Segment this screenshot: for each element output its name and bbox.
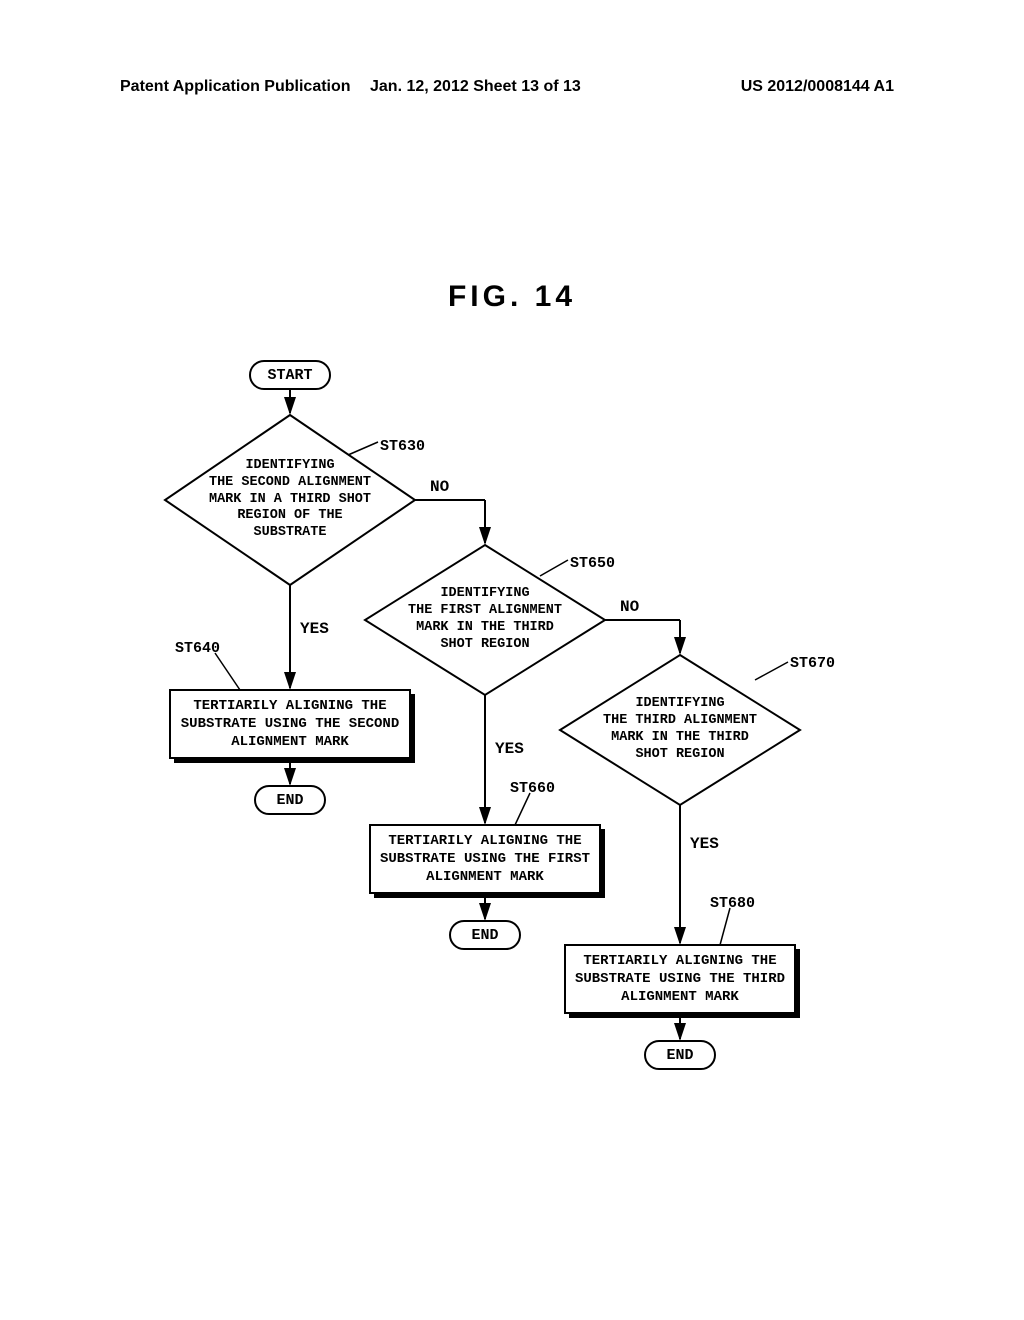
process-st640-text: TERTIARILY ALIGNING THESUBSTRATE USING T… bbox=[181, 697, 399, 752]
label-st660: ST660 bbox=[510, 780, 555, 797]
end-terminal-1: END bbox=[255, 786, 325, 814]
decision-st630-text: IDENTIFYINGTHE SECOND ALIGNMENTMARK IN A… bbox=[209, 458, 371, 542]
label-st680: ST680 bbox=[710, 895, 755, 912]
label-st650: ST650 bbox=[570, 555, 615, 572]
end-terminal-3: END bbox=[645, 1041, 715, 1069]
process-st640: TERTIARILY ALIGNING THESUBSTRATE USING T… bbox=[170, 690, 410, 758]
decision-st670: IDENTIFYINGTHE THIRD ALIGNMENTMARK IN TH… bbox=[560, 655, 800, 805]
end1-text: END bbox=[276, 792, 303, 809]
edge-d2-no: NO bbox=[620, 598, 639, 616]
decision-st670-text: IDENTIFYINGTHE THIRD ALIGNMENTMARK IN TH… bbox=[603, 696, 757, 764]
page: Patent Application Publication Jan. 12, … bbox=[0, 0, 1024, 1320]
process-st680: TERTIARILY ALIGNING THESUBSTRATE USING T… bbox=[565, 945, 795, 1013]
start-text: START bbox=[267, 367, 312, 384]
process-st660: TERTIARILY ALIGNING THESUBSTRATE USING T… bbox=[370, 825, 600, 893]
edge-d1-no: NO bbox=[430, 478, 449, 496]
end-terminal-2: END bbox=[450, 921, 520, 949]
edge-d2-yes: YES bbox=[495, 740, 524, 758]
label-st640: ST640 bbox=[175, 640, 220, 657]
process-st660-text: TERTIARILY ALIGNING THESUBSTRATE USING T… bbox=[380, 832, 590, 887]
label-st670: ST670 bbox=[790, 655, 835, 672]
process-st680-text: TERTIARILY ALIGNING THESUBSTRATE USING T… bbox=[575, 952, 785, 1007]
edge-d1-yes: YES bbox=[300, 620, 329, 638]
decision-st650-text: IDENTIFYINGTHE FIRST ALIGNMENTMARK IN TH… bbox=[408, 586, 562, 654]
start-terminal: START bbox=[250, 361, 330, 389]
label-st630: ST630 bbox=[380, 438, 425, 455]
end3-text: END bbox=[666, 1047, 693, 1064]
edge-d3-yes: YES bbox=[690, 835, 719, 853]
end2-text: END bbox=[471, 927, 498, 944]
